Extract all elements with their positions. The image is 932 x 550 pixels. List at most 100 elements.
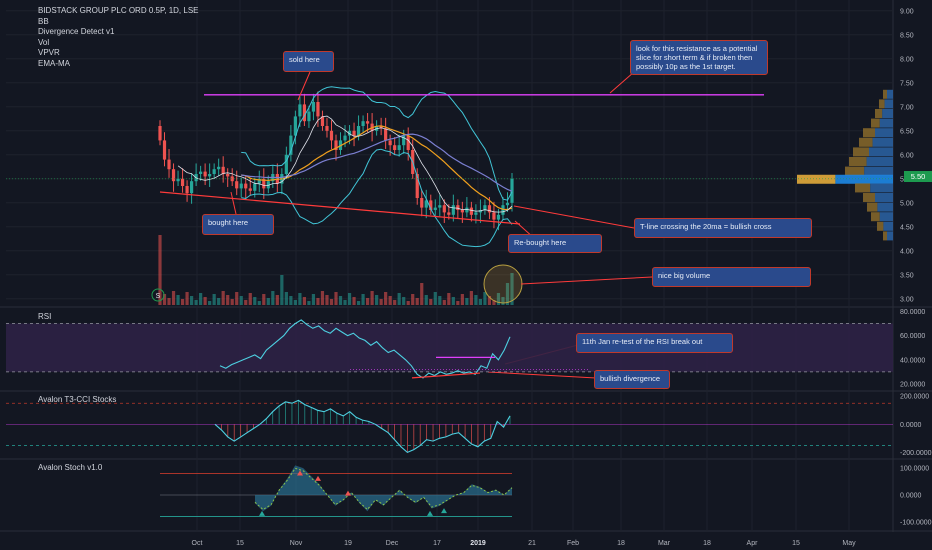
vpvr-bar-down: [870, 183, 893, 193]
vpvr-bar-down: [875, 128, 893, 138]
legend-ema-ma[interactable]: EMA-MA: [38, 58, 70, 68]
volume-bar: [465, 298, 469, 305]
time-axis-label: 17: [433, 540, 441, 547]
candle-body: [253, 183, 257, 191]
volume-bar: [393, 300, 397, 305]
candle-body: [217, 166, 221, 170]
volume-bar: [158, 235, 162, 305]
candle-body: [361, 121, 365, 126]
time-axis-label: May: [842, 540, 856, 547]
candle-body: [208, 174, 212, 177]
candle-body: [347, 130, 352, 136]
candle-body: [429, 200, 433, 210]
vpvr-bar-up: [863, 193, 875, 202]
volume-bar: [442, 300, 446, 305]
candle-body: [433, 207, 437, 210]
legend-bb[interactable]: BB: [38, 16, 49, 26]
volume-bar: [239, 296, 243, 305]
volume-bar: [262, 294, 266, 305]
candle-body: [420, 198, 424, 208]
price-tick-label: 3.50: [900, 272, 914, 279]
volume-bar: [235, 292, 239, 305]
cci-pane-title[interactable]: Avalon T3-CCI Stocks: [38, 395, 117, 404]
volume-bar: [293, 300, 297, 305]
candle-body: [397, 145, 401, 150]
vpvr-bar-down: [879, 212, 893, 222]
candle-body: [329, 130, 334, 141]
t-line: [177, 115, 513, 213]
callout-pointer: [297, 71, 311, 101]
volume-highlight: [483, 264, 523, 304]
vpvr-bar-up: [867, 202, 878, 212]
volume-bar: [483, 292, 487, 305]
candle-body: [352, 130, 356, 136]
candle-body: [262, 178, 266, 189]
price-tick-label: 6.00: [900, 152, 914, 159]
candle-body: [316, 102, 320, 117]
vpvr-bar-down: [882, 109, 893, 118]
volume-bar: [334, 292, 338, 305]
legend-vpvr[interactable]: VPVR: [38, 48, 60, 57]
rsi-tick-label: 80.0000: [900, 309, 925, 316]
volume-bar: [496, 293, 501, 305]
candle-body: [248, 188, 252, 191]
vpvr-bar-down: [835, 174, 893, 184]
volume-bar: [347, 293, 352, 305]
volume-bar: [379, 299, 383, 305]
callout-sold-here: sold here: [283, 51, 334, 72]
volume-marker-label: S: [156, 293, 161, 300]
vpvr-bar-up: [863, 128, 875, 138]
callout-pointer: [609, 71, 635, 94]
volume-bar: [275, 295, 279, 305]
volume-bar: [221, 291, 225, 305]
volume-bar: [208, 301, 212, 305]
time-axis-label: 21: [528, 540, 536, 547]
volume-bar: [212, 294, 216, 305]
volume-bar: [244, 300, 248, 305]
vpvr-bar-up: [855, 183, 871, 193]
rsi-tick-label: 60.0000: [900, 333, 925, 340]
volume-bar: [352, 297, 356, 305]
vpvr-bar-down: [883, 221, 893, 231]
volume-bar: [415, 298, 419, 305]
vpvr-bar-down: [884, 99, 893, 109]
volume-bar: [203, 297, 207, 305]
price-tick-label: 9.00: [900, 8, 914, 15]
volume-bar: [356, 301, 361, 305]
candle-body: [406, 135, 410, 150]
candle-body: [302, 104, 307, 122]
candle-body: [456, 205, 460, 210]
volume-bar: [311, 294, 316, 305]
time-axis-label: Apr: [747, 540, 759, 547]
volume-bar: [478, 299, 483, 305]
volume-bar: [361, 294, 365, 305]
candle-body: [257, 178, 261, 184]
callout-pointer: [230, 191, 237, 215]
candle-body: [167, 159, 171, 170]
rsi-pane-title[interactable]: RSI: [38, 312, 52, 321]
rsi-band-fill: [6, 323, 893, 372]
legend-volume[interactable]: Vol: [38, 37, 50, 47]
price-tick-label: 8.50: [900, 32, 914, 39]
callout-rebought: Re-bought here: [508, 234, 602, 253]
stoch-signal-marker: [259, 510, 265, 516]
volume-bar: [325, 295, 329, 305]
volume-bar: [199, 293, 203, 305]
volume-bar: [266, 298, 270, 305]
stoch-pane-title[interactable]: Avalon Stoch v1.0: [38, 463, 103, 472]
volume-bar: [474, 295, 478, 305]
volume-bar: [226, 295, 230, 305]
legend-divergence[interactable]: Divergence Detect v1: [38, 27, 115, 36]
volume-bar: [217, 298, 221, 305]
cci-tick-label: 200.0000: [900, 394, 929, 401]
volume-bar: [248, 293, 252, 305]
callout-bullish-divergence: bullish divergence: [594, 370, 670, 389]
candle-body: [189, 181, 194, 194]
cci-tick-label: 0.0000: [900, 422, 922, 429]
volume-bar: [433, 292, 437, 305]
candle-body: [226, 174, 230, 177]
candle-body: [325, 126, 329, 131]
time-axis-label: Dec: [386, 540, 399, 547]
candle-body: [483, 205, 487, 210]
